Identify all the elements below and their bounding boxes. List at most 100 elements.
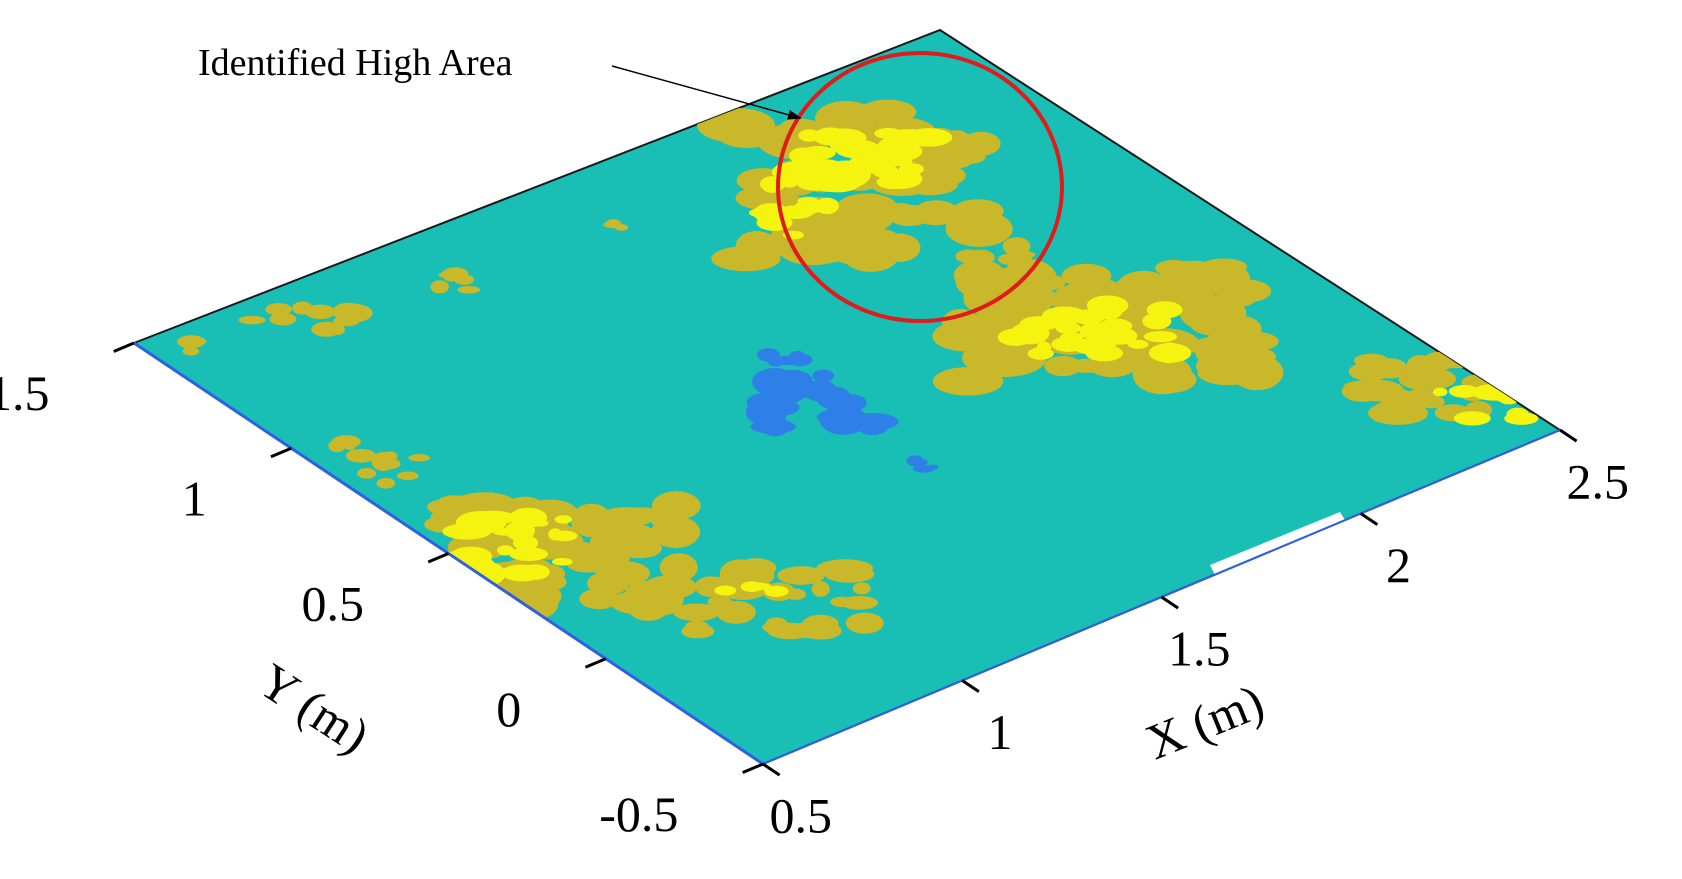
high-patch xyxy=(586,571,630,595)
high-patch xyxy=(963,282,1002,314)
y-ticks: -0.5 0 0.5 1 1.5 xyxy=(0,341,764,842)
high-patch xyxy=(357,468,377,479)
x-tick-mark xyxy=(762,762,781,777)
low-patch xyxy=(756,348,780,362)
high-patch xyxy=(836,203,886,228)
highest-patch xyxy=(1506,407,1529,421)
highest-patch xyxy=(764,585,789,597)
highest-patch xyxy=(1448,385,1480,398)
high-patch xyxy=(371,451,396,472)
high-patch xyxy=(1341,380,1384,402)
highest-patch xyxy=(501,564,544,582)
low-patch xyxy=(907,458,928,467)
high-patch xyxy=(292,301,313,315)
no-data-patch xyxy=(1210,512,1345,575)
highest-patch xyxy=(794,200,822,215)
highest-patch xyxy=(1143,330,1178,343)
x-tick-label: 2.5 xyxy=(1566,454,1629,510)
highest-patch xyxy=(876,136,913,162)
y-tick-mark xyxy=(427,552,450,564)
high-patch xyxy=(333,303,373,323)
high-patch xyxy=(589,533,625,550)
highest-patch xyxy=(1146,301,1183,319)
high-patch xyxy=(1470,347,1518,372)
low-patch xyxy=(816,409,853,425)
high-patch xyxy=(182,347,200,356)
highest-patch xyxy=(513,535,539,551)
y-axis-label: Y (m) xyxy=(249,652,379,764)
high-patch xyxy=(1209,345,1272,375)
y-tick-label: 0.5 xyxy=(301,576,364,632)
highest-patch xyxy=(551,558,573,566)
high-patch xyxy=(673,603,720,622)
x-tick-label: 2 xyxy=(1386,537,1411,593)
high-patch xyxy=(615,533,659,559)
highest-patch xyxy=(493,528,515,536)
high-patch xyxy=(442,267,469,280)
highest-patch xyxy=(1093,338,1117,349)
high-patch xyxy=(811,581,830,597)
high-patch xyxy=(845,612,884,634)
high-patch xyxy=(1015,251,1036,259)
high-patch xyxy=(953,215,1008,241)
x-tick-mark xyxy=(1359,512,1379,526)
x-ticks: 0.5 1 1.5 2 2.5 xyxy=(762,428,1629,844)
y-tick-mark xyxy=(742,762,764,774)
highest-patch xyxy=(1093,323,1118,343)
high-patch xyxy=(408,454,431,462)
low-patch xyxy=(750,419,796,434)
y-tick-label: 0 xyxy=(496,681,521,737)
y-tick-mark xyxy=(113,341,135,353)
highest-patch xyxy=(756,214,793,231)
annotation-label: Identified High Area xyxy=(198,42,513,84)
high-patch xyxy=(1002,237,1031,256)
y-tick-mark xyxy=(584,657,607,669)
high-patch xyxy=(839,595,879,610)
highest-patch xyxy=(815,197,839,215)
highest-patch xyxy=(1432,387,1448,397)
high-patch xyxy=(1348,362,1391,382)
high-patch xyxy=(1140,360,1182,386)
high-patch xyxy=(681,624,715,639)
high-patch xyxy=(707,595,732,609)
x-tick-label: 0.5 xyxy=(769,788,832,844)
highest-patch xyxy=(813,127,848,146)
high-patch xyxy=(988,267,1038,291)
high-patch xyxy=(878,238,905,254)
high-patch xyxy=(1480,368,1509,382)
high-patch xyxy=(179,336,199,349)
high-patch xyxy=(966,249,995,266)
low-patch xyxy=(812,369,835,383)
y-tick-mark xyxy=(270,446,292,459)
high-patch xyxy=(877,202,917,219)
x-tick-label: 1 xyxy=(987,704,1012,760)
high-patch xyxy=(457,286,481,294)
y-tick-label: -0.5 xyxy=(599,786,678,842)
highest-patch xyxy=(1127,339,1149,349)
highest-patch xyxy=(779,171,800,188)
highest-patch xyxy=(1055,322,1081,334)
highest-patch xyxy=(509,507,548,528)
high-patch xyxy=(345,448,377,463)
highest-patch xyxy=(714,585,737,596)
x-tick-label: 1.5 xyxy=(1168,621,1231,677)
highest-patch xyxy=(1453,411,1491,426)
highest-patch xyxy=(740,581,763,593)
highest-patch xyxy=(1027,347,1054,360)
high-patch xyxy=(961,131,1001,156)
highest-patch xyxy=(997,328,1034,346)
high-patch xyxy=(486,578,562,614)
high-patch xyxy=(777,566,825,585)
high-patch xyxy=(238,315,266,325)
highest-patch xyxy=(509,547,549,561)
highest-patch xyxy=(455,516,502,532)
high-patch xyxy=(652,491,701,521)
x-tick-mark xyxy=(1160,595,1179,610)
highest-patch xyxy=(1156,342,1183,364)
high-patch xyxy=(311,321,342,337)
high-patch xyxy=(598,507,655,527)
high-patch xyxy=(697,107,776,143)
x-tick-mark xyxy=(961,679,980,693)
highest-patch xyxy=(551,530,578,542)
annotation-arrow xyxy=(611,65,802,120)
